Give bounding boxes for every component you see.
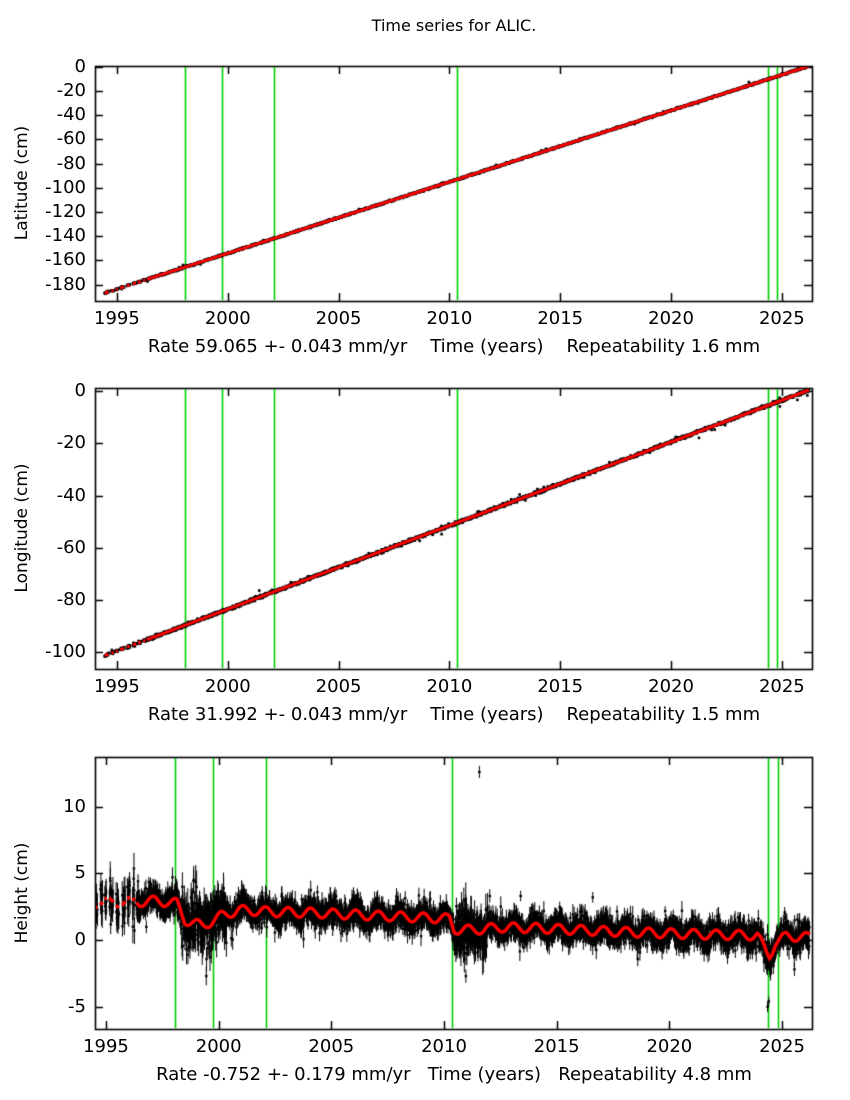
x-tick-label-longitude: 2010	[426, 676, 473, 697]
y-tick-label-height: -5	[68, 995, 86, 1017]
y-tick-label-latitude: -140	[45, 225, 86, 247]
x-tick-label-latitude: 2000	[204, 308, 251, 329]
page-title: Time series for ALIC.	[371, 16, 537, 35]
y-tick-label-height: 10	[63, 795, 86, 817]
y-tick-label-height: 5	[74, 862, 86, 884]
y-tick-label-latitude: -80	[56, 152, 86, 174]
y-tick-label-latitude: -180	[45, 273, 86, 295]
x-tick-label-height: 2015	[533, 1036, 580, 1057]
y-tick-label-longitude: -100	[45, 641, 86, 663]
y-tick-label-longitude: -20	[56, 432, 86, 454]
x-tick-label-longitude: 2000	[204, 676, 251, 697]
x-tick-label-height: 2020	[646, 1036, 693, 1057]
x-tick-label-latitude: 2005	[315, 308, 362, 329]
x-tick-label-height: 2025	[759, 1036, 805, 1057]
y-tick-label-latitude: 0	[74, 55, 86, 77]
x-tick-label-latitude: 2015	[537, 308, 584, 329]
x-tick-label-latitude: 2020	[648, 308, 694, 329]
y-tick-label-latitude: -60	[56, 128, 86, 150]
x-axis-stats-label-longitude: Rate 31.992 +- 0.043 mm/yr Time (years) …	[147, 704, 761, 725]
x-tick-label-latitude: 2010	[426, 308, 473, 329]
x-tick-label-latitude: 2025	[758, 308, 805, 329]
x-tick-label-longitude: 2015	[537, 676, 584, 697]
y-tick-label-longitude: -80	[56, 589, 86, 611]
x-tick-label-longitude: 2020	[648, 676, 694, 697]
y-tick-label-height: 0	[74, 929, 86, 951]
x-axis-stats-label-height: Rate -0.752 +- 0.179 mm/yr Time (years) …	[156, 1064, 752, 1085]
x-tick-label-height: 1995	[83, 1036, 129, 1057]
x-tick-label-height: 2000	[195, 1036, 242, 1057]
x-tick-label-height: 2010	[421, 1036, 467, 1057]
y-tick-label-latitude: -100	[45, 176, 86, 198]
y-tick-label-longitude: -60	[56, 536, 86, 558]
x-tick-label-longitude: 2005	[315, 676, 362, 697]
x-axis-stats-label-latitude: Rate 59.065 +- 0.043 mm/yr Time (years) …	[147, 336, 761, 357]
y-tick-label-latitude: -120	[45, 201, 86, 223]
y-tick-label-longitude: 0	[74, 380, 86, 401]
y-tick-label-latitude: -20	[56, 80, 86, 102]
y-axis-label-longitude: Longitude (cm)	[12, 463, 32, 593]
x-tick-label-longitude: 2025	[758, 676, 805, 697]
x-tick-label-longitude: 1995	[94, 676, 140, 697]
y-tick-label-latitude: -160	[45, 249, 86, 271]
y-tick-label-latitude: -40	[56, 104, 86, 126]
x-tick-label-height: 2005	[308, 1036, 355, 1057]
y-tick-label-longitude: -40	[56, 484, 86, 506]
y-axis-label-height: Height (cm)	[12, 842, 32, 944]
x-tick-label-latitude: 1995	[94, 308, 140, 329]
